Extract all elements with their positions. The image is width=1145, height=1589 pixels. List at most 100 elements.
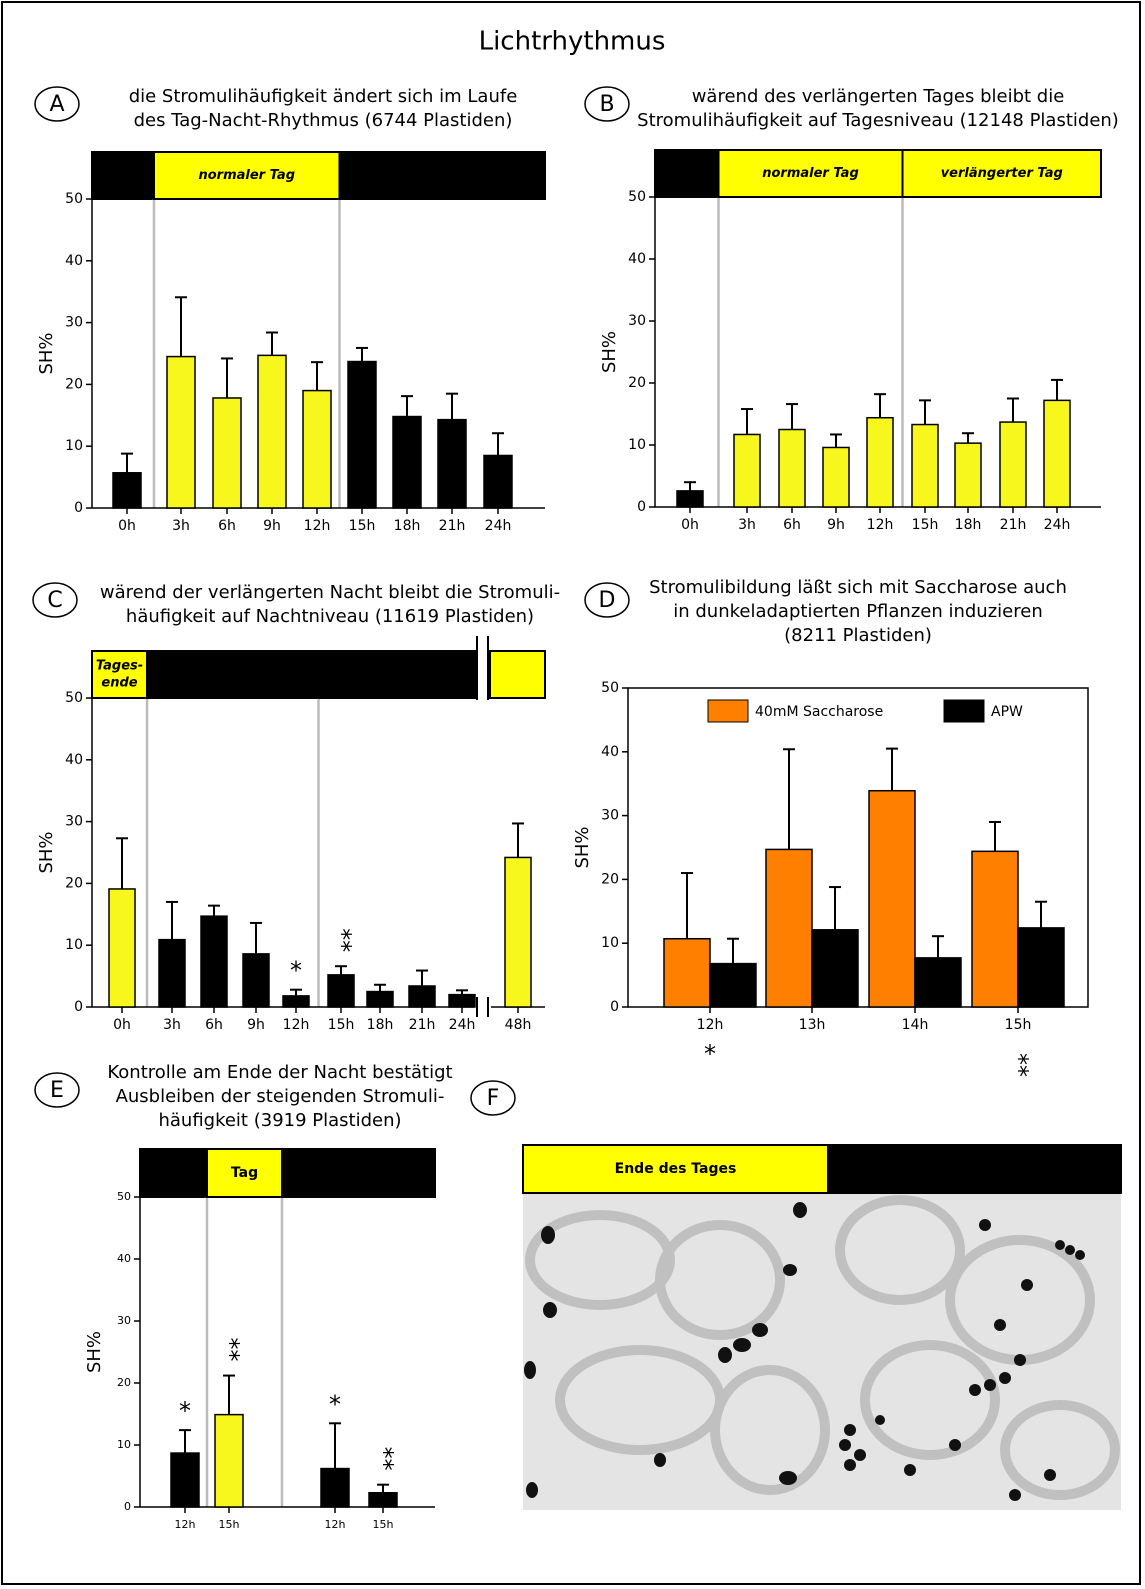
chart-title: des Tag-Nacht-Rhythmus (6744 Plastiden) [134,110,513,131]
bar [283,996,309,1007]
x-tick-label: 24h [1044,517,1071,533]
y-tick-label: 40 [117,1252,131,1265]
y-tick-label: 50 [65,690,83,706]
y-tick-label: 40 [601,744,619,760]
bar [779,430,805,508]
x-tick-label: 6h [783,517,801,533]
x-tick-label: 15h [349,518,376,534]
chart-title: wärend der verlängerten Nacht bleibt die… [100,582,560,603]
x-tick-label: 15h [1005,1017,1032,1033]
y-tick-label: 40 [628,251,646,267]
bar [766,849,812,1007]
bar [1018,928,1064,1007]
bar [303,391,331,508]
significance-mark: * [290,957,302,985]
chart-title: Kontrolle am Ende der Nacht bestätigt [107,1062,452,1083]
panel-letter: D [599,588,616,613]
x-tick-label: 0h [681,517,699,533]
bar [109,889,135,1007]
micrograph [523,1193,1121,1510]
x-tick-label: 12h [304,518,331,534]
x-tick-label: 15h [219,1518,240,1531]
x-tick-label: 15h [328,1017,355,1033]
x-tick-label: 3h [163,1017,181,1033]
chart-title: in dunkeladaptierten Pflanzen induzieren [673,601,1042,622]
y-axis-label: SH% [599,331,620,373]
bar [113,473,141,508]
header-label: Nacht- [99,160,147,175]
y-tick-label: 20 [628,375,646,391]
header-label: verlängerte Nacht [338,667,472,682]
bar [167,357,195,508]
header-label: Nacht [150,1165,196,1181]
header-label: normaler Tag [198,168,295,183]
y-tick-label: 40 [65,752,83,768]
x-tick-label: 0h [118,518,136,534]
panel-letter: B [599,92,614,117]
header-label: Nacht- [663,158,711,173]
y-axis-label: SH% [572,826,593,868]
bar [912,425,938,507]
y-tick-label: 50 [628,189,646,205]
bar [215,1415,243,1507]
significance-mark: * [704,1040,716,1068]
x-tick-label: 18h [394,518,421,534]
x-tick-label: 21h [409,1017,436,1033]
photo-header-label: Ende des Tages [615,1161,737,1177]
x-tick-label: 3h [738,517,756,533]
legend-swatch [944,700,984,722]
y-tick-label: 10 [65,438,83,454]
x-tick-label: 21h [439,518,466,534]
y-tick-label: 10 [117,1438,131,1451]
chart-title: Ausbleiben der steigenden Stromuli- [116,1086,445,1107]
x-tick-label: 13h [799,1017,826,1033]
header-label: normale Nacht [388,168,496,183]
chart-title: (8211 Plastiden) [784,625,932,646]
significance-mark: * [179,1397,191,1425]
legend-label: APW [991,704,1023,720]
significance-mark: ** [370,1447,398,1471]
bar [328,975,354,1007]
header-label: Tages- [96,659,143,674]
bar [201,916,227,1007]
x-tick-label: 12h [175,1518,196,1531]
chart-title: häufigkeit auf Nachtniveau (11619 Plasti… [126,606,534,627]
bar [258,355,286,508]
figure-title: Lichtrhythmus [479,27,666,57]
bar [677,491,703,507]
y-tick-label: 30 [628,313,646,329]
y-tick-label: 20 [601,871,619,887]
header-label: verlängerter Tag [941,166,1063,181]
bar [348,362,376,508]
y-tick-label: 10 [65,937,83,953]
y-axis-label: SH% [84,1331,105,1373]
y-tick-label: 20 [65,875,83,891]
y-tick-label: 30 [65,814,83,830]
x-tick-label: 15h [912,517,939,533]
bar [393,417,421,508]
bar [369,1493,397,1507]
bar [1044,400,1070,507]
x-tick-label: 48h [505,1017,532,1033]
x-tick-label: 6h [218,518,236,534]
legend-swatch [708,700,748,722]
panel-letter: C [47,588,62,613]
header-label: Tag [231,1165,258,1181]
x-tick-label: 3h [172,518,190,534]
x-tick-label: 12h [697,1017,724,1033]
header-label: ende [105,177,141,192]
x-tick-label: 15h [373,1518,394,1531]
bar [869,791,915,1007]
bar [972,851,1018,1007]
bar [159,940,185,1007]
y-tick-label: 0 [610,999,619,1015]
bar [710,964,756,1007]
panel-letter: E [50,1078,64,1103]
header-label: normale Nacht [179,667,287,682]
y-tick-label: 0 [637,499,646,515]
axis-break-gap [477,636,488,713]
y-tick-label: 20 [65,376,83,392]
x-tick-label: 21h [1000,517,1027,533]
y-tick-label: 0 [74,999,83,1015]
y-tick-label: 50 [65,191,83,207]
